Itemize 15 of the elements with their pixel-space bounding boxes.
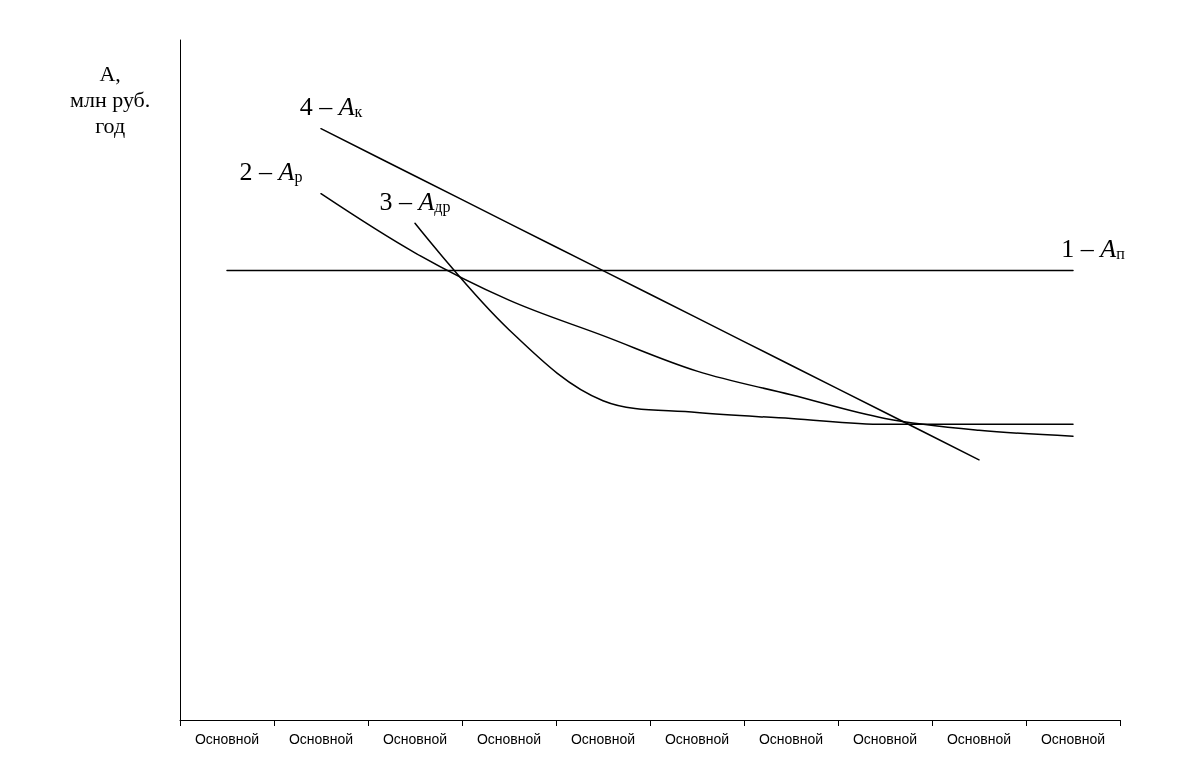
x-tick-label: Основной (946, 731, 1012, 747)
x-tick-label: Основной (1040, 731, 1106, 747)
y-axis-title: А, млн руб. год (70, 60, 151, 138)
series-label: 1 – Aп (1061, 234, 1126, 264)
series-label: 2 – Aр (239, 157, 303, 187)
x-tick-label: Основной (382, 731, 448, 747)
x-tick-label: Основной (570, 731, 636, 747)
series-label: 4 – Aк (299, 92, 363, 122)
x-tick-label: Основной (758, 731, 824, 747)
x-tick-label: Основной (664, 731, 730, 747)
x-tick-label: Основной (288, 731, 354, 747)
series-label: 3 – Aдр (379, 186, 451, 216)
x-tick-label: Основной (852, 731, 918, 747)
x-tick-label: Основной (476, 731, 542, 747)
x-tick-label: Основной (194, 731, 260, 747)
